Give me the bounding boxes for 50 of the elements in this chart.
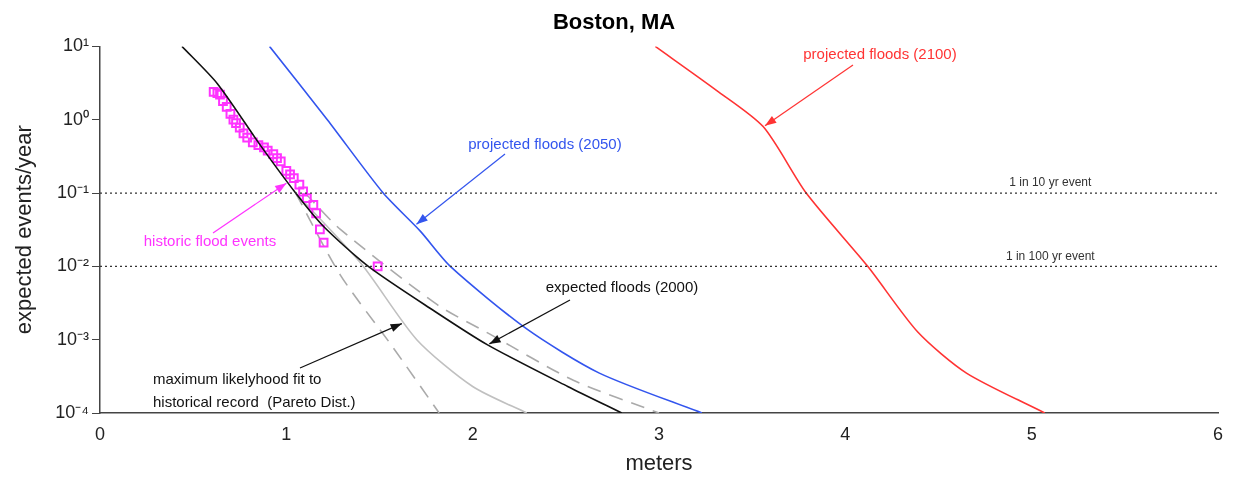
point [311, 208, 322, 219]
point [272, 153, 282, 163]
y-tick-label: 10⁻³ [56, 328, 90, 349]
point [372, 261, 383, 272]
point [294, 179, 305, 190]
x-axis-title: meters [625, 449, 693, 475]
point [298, 186, 308, 197]
y-axis-title: expected events/year [11, 125, 37, 335]
point [234, 122, 245, 133]
point [308, 199, 319, 210]
annotation: historic flood events [143, 232, 277, 250]
x-tick-label: 6 [1212, 423, 1224, 444]
point [218, 96, 228, 106]
x-tick-label: 4 [840, 423, 851, 444]
point [262, 145, 273, 156]
annotation: projected floods (2050) [468, 135, 622, 153]
x-tick-label: 1 [281, 423, 292, 444]
x-tick-label: 0 [94, 423, 106, 444]
point [238, 128, 249, 139]
y-tick-label: 10⁰ [62, 108, 89, 129]
point [288, 173, 299, 183]
point [247, 137, 258, 148]
point [231, 118, 241, 128]
y-tick-label: 10⁻⁴ [55, 401, 89, 422]
ref-line-label: 1 in 100 yr event [1005, 248, 1096, 263]
annotation: maximum likelyhood fit to historical record (Pareto Dist.) [153, 370, 356, 411]
point [259, 142, 269, 153]
point [208, 86, 219, 97]
point [275, 156, 286, 167]
point [281, 166, 292, 176]
x-tick-label: 5 [1026, 423, 1037, 444]
point [301, 193, 312, 204]
chart-title: Boston, MA [552, 9, 676, 35]
y-tick-label: 10⁻² [56, 255, 90, 276]
x-tick-label: 2 [467, 423, 478, 444]
point [318, 237, 329, 248]
x-tick-label: 3 [653, 423, 665, 444]
ref-line-label: 1 in 10 yr event [1009, 175, 1092, 190]
y-tick-label: 10¹ [62, 35, 90, 56]
point [285, 169, 295, 180]
point [242, 132, 253, 143]
annotation: expected floods (2000) [545, 278, 699, 296]
point [268, 149, 279, 159]
point [225, 109, 236, 119]
point [314, 224, 325, 235]
y-tick-label: 10⁻¹ [56, 182, 90, 203]
annotation: projected floods (2100) [803, 45, 957, 63]
point [253, 140, 264, 151]
point [228, 114, 239, 125]
point [221, 101, 232, 112]
